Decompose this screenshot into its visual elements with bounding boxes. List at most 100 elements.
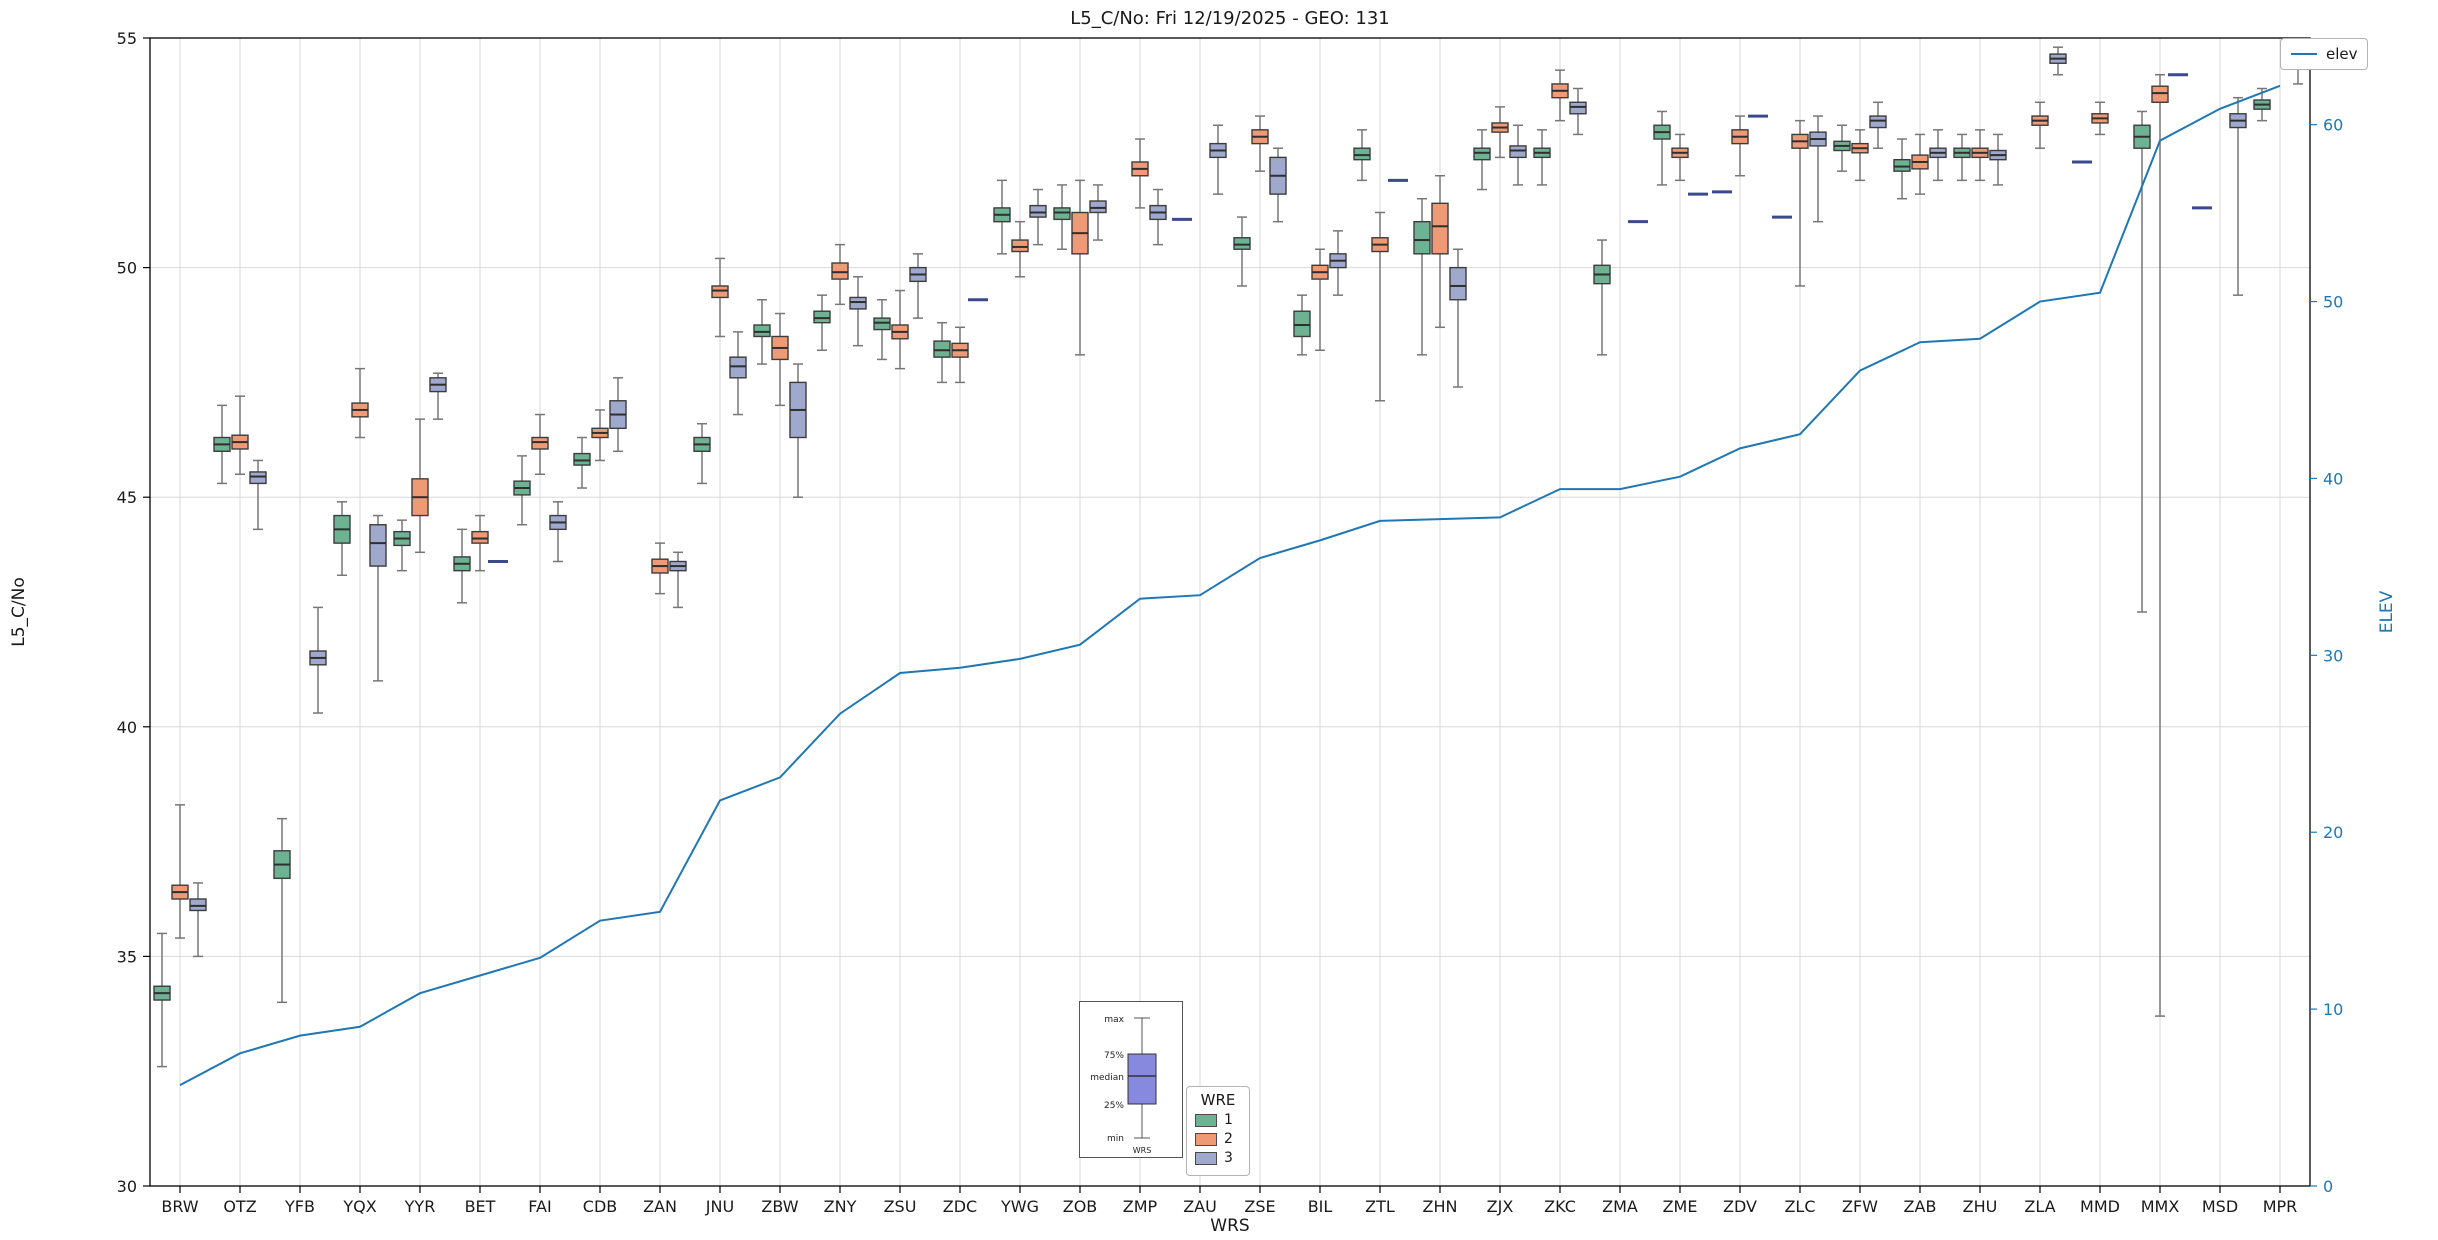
wre-swatch-3 bbox=[1195, 1151, 1217, 1165]
wre-entry-label: 1 bbox=[1224, 1112, 1233, 1128]
x-tick-label: ZHN bbox=[1423, 1197, 1458, 1216]
box-rect bbox=[753, 324, 771, 338]
y-left-tick-label: 35 bbox=[117, 947, 137, 966]
y-right-tick-label: 40 bbox=[2323, 469, 2343, 488]
x-tick-label: YFB bbox=[284, 1197, 315, 1216]
series-wre-2 bbox=[171, 69, 2169, 1017]
x-axis-label: WRS bbox=[1210, 1216, 1249, 1236]
x-tick-label: ZAU bbox=[1183, 1197, 1217, 1216]
x-tick-label: OTZ bbox=[223, 1197, 256, 1216]
x-tick-label: ZNY bbox=[824, 1197, 857, 1216]
wre-swatch-2 bbox=[1195, 1132, 1217, 1146]
box-rect bbox=[1473, 147, 1491, 161]
grid bbox=[150, 37, 2310, 1187]
box-rect bbox=[729, 356, 747, 379]
wre-entry-label: 2 bbox=[1224, 1131, 1233, 1147]
box-rect bbox=[1293, 310, 1311, 338]
x-tick-label: ZTL bbox=[1365, 1197, 1395, 1216]
x-tick-label: BRW bbox=[161, 1197, 198, 1216]
elev-legend: elev bbox=[2280, 38, 2368, 70]
x-tick-label: BET bbox=[465, 1197, 496, 1216]
wre-legend-entry: 2 bbox=[1195, 1131, 1241, 1147]
box-rect bbox=[249, 471, 267, 485]
x-tick-label: ZDV bbox=[1723, 1197, 1757, 1216]
x-tick-label: MSD bbox=[2202, 1197, 2238, 1216]
x-tick-label: JNU bbox=[705, 1197, 734, 1216]
boxplots bbox=[153, 46, 2307, 1068]
x-tick-label: ZFW bbox=[1842, 1197, 1878, 1216]
box-rect bbox=[813, 310, 831, 324]
x-tick-label: ZLA bbox=[2024, 1197, 2055, 1216]
inset-label-min: min bbox=[1107, 1134, 1124, 1144]
box-rect bbox=[189, 898, 207, 912]
series-wre-1 bbox=[153, 87, 2271, 1068]
box-rect bbox=[471, 530, 489, 544]
elev-line bbox=[179, 84, 2281, 1087]
chart-title: L5_C/No: Fri 12/19/2025 - GEO: 131 bbox=[1070, 8, 1390, 29]
box-rect bbox=[711, 285, 729, 299]
box-rect bbox=[1011, 239, 1029, 253]
x-tick-label: ZBW bbox=[761, 1197, 798, 1216]
x-tick-label: ZSU bbox=[884, 1197, 917, 1216]
x-tick-label: ZAN bbox=[643, 1197, 677, 1216]
box-rect bbox=[1449, 266, 1467, 301]
x-tick-label: MPR bbox=[2263, 1197, 2298, 1216]
box-rect bbox=[873, 317, 891, 331]
y-right-tick-label: 30 bbox=[2323, 646, 2343, 665]
y-right-tick-label: 60 bbox=[2323, 116, 2343, 135]
inset-label-max: max bbox=[1104, 1015, 1124, 1025]
box-rect bbox=[1233, 237, 1251, 250]
box-rect bbox=[1029, 204, 1047, 218]
box-rect bbox=[1413, 220, 1431, 255]
inset-label-25: 25% bbox=[1104, 1101, 1124, 1111]
y-right-tick-label: 50 bbox=[2323, 293, 2343, 312]
box-rect bbox=[1893, 158, 1911, 172]
inset-box bbox=[1127, 1053, 1157, 1105]
y-left-tick-label: 55 bbox=[117, 29, 137, 48]
box-rect bbox=[849, 296, 867, 310]
x-tick-label: FAI bbox=[528, 1197, 551, 1216]
x-tick-label: ZDC bbox=[943, 1197, 977, 1216]
y-left-tick-label: 50 bbox=[117, 259, 137, 278]
y-left-tick-label: 30 bbox=[117, 1177, 137, 1196]
y-left-axis-label: L5_C/No bbox=[9, 577, 29, 647]
x-tick-label: CDB bbox=[583, 1197, 617, 1216]
y-left-tick-label: 45 bbox=[117, 488, 137, 507]
y-right-tick-label: 20 bbox=[2323, 823, 2343, 842]
x-tick-label: YWG bbox=[1000, 1197, 1039, 1216]
elev-legend-line-sample bbox=[2291, 53, 2317, 55]
box-rect bbox=[933, 340, 951, 358]
box-rect bbox=[369, 524, 387, 567]
x-tick-label: MMX bbox=[2141, 1197, 2180, 1216]
x-tick-label: ZOB bbox=[1063, 1197, 1098, 1216]
plot-layer: 30 35 40 45 50 55 0 10 20 30 40 50 60 BRW OTZ YFB YQX YYR… bbox=[117, 29, 2344, 1216]
inset-label-median: median bbox=[1090, 1073, 1124, 1083]
x-tick-label: YQX bbox=[342, 1197, 376, 1216]
x-tick-label: ZMP bbox=[1123, 1197, 1158, 1216]
x-tick-label: ZMA bbox=[1602, 1197, 1638, 1216]
plot-frame bbox=[149, 37, 2311, 1187]
box-rect bbox=[831, 262, 849, 280]
wre-entry-label: 3 bbox=[1224, 1150, 1233, 1166]
x-tick-label: YYR bbox=[404, 1197, 436, 1216]
box-rect bbox=[1353, 147, 1371, 161]
wre-legend-entry: 3 bbox=[1195, 1150, 1241, 1166]
x-tick-label: MMD bbox=[2080, 1197, 2120, 1216]
boxplot-anatomy-inset: max 75% median 25% min WRS bbox=[1079, 1001, 1183, 1158]
box-rect bbox=[1569, 101, 1587, 115]
x-tick-label: BIL bbox=[1308, 1197, 1333, 1216]
wre-swatch-1 bbox=[1195, 1113, 1217, 1127]
y-right-axis-label: ELEV bbox=[2377, 590, 2397, 633]
box-rect bbox=[531, 436, 549, 450]
series-wre-3 bbox=[189, 46, 2307, 958]
box-rect bbox=[2151, 85, 2169, 103]
box-rect bbox=[1869, 115, 1887, 129]
x-tick-label: ZLC bbox=[1784, 1197, 1815, 1216]
inset-xlabel: WRS bbox=[1133, 1146, 1152, 1155]
boxplot-anatomy-diagram: max 75% median 25% min WRS bbox=[1090, 1015, 1157, 1155]
x-tick-label: ZME bbox=[1663, 1197, 1698, 1216]
wre-legend: WRE 1 2 3 bbox=[1186, 1086, 1250, 1176]
box-rect bbox=[1509, 145, 1527, 159]
x-tick-label: ZAB bbox=[1904, 1197, 1937, 1216]
